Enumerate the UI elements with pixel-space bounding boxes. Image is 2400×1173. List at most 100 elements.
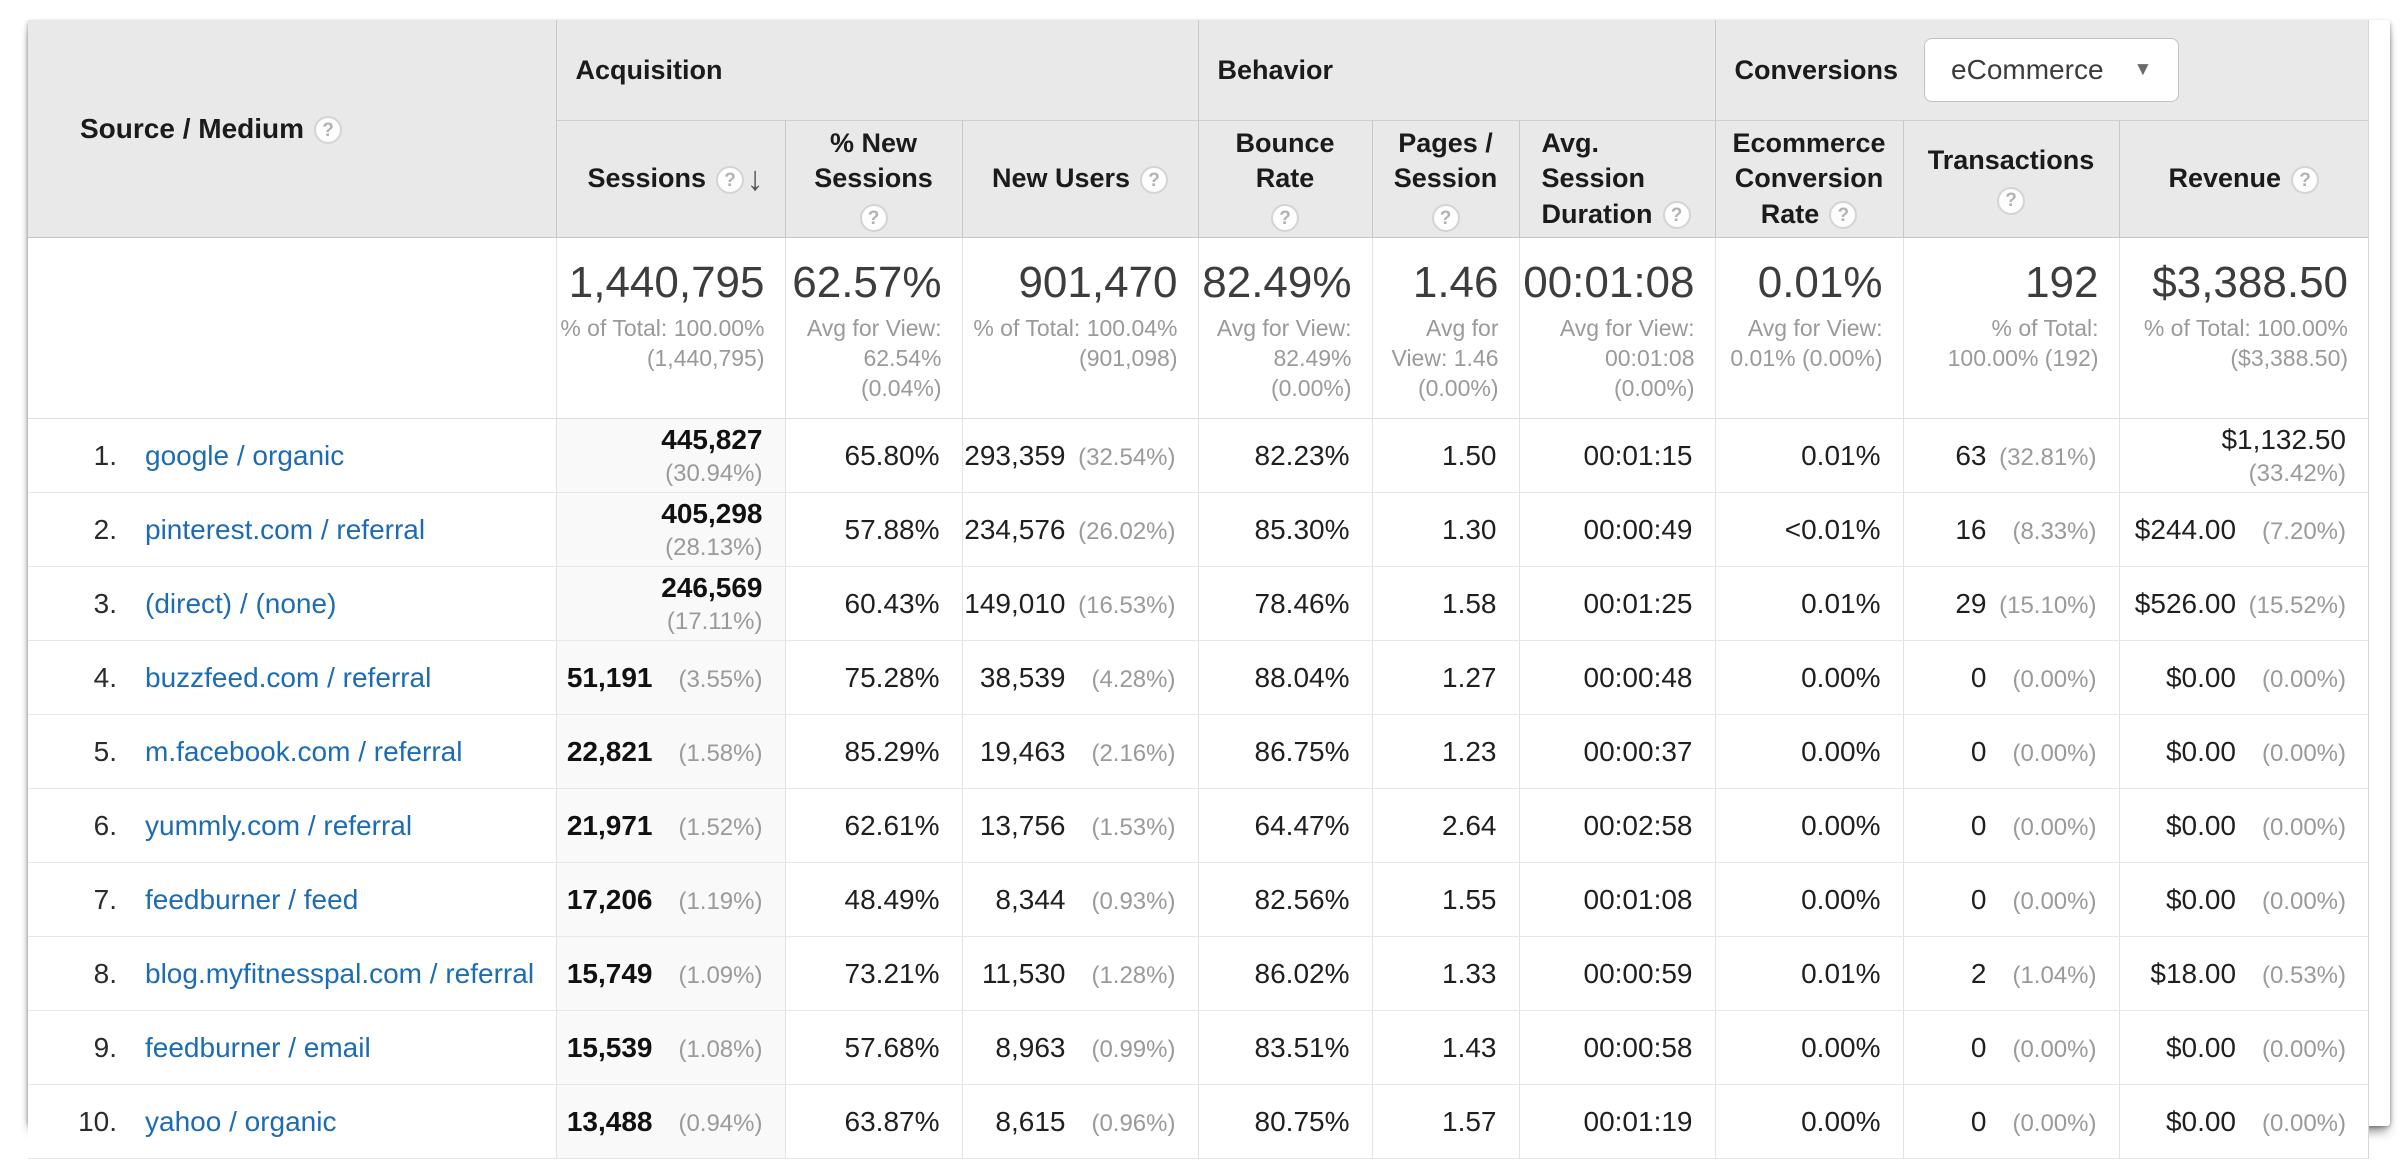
help-icon[interactable]: ? xyxy=(1431,204,1460,233)
row-rank: 9. xyxy=(93,1031,117,1063)
source-medium-link[interactable]: yummly.com / referral xyxy=(145,809,413,841)
help-icon[interactable]: ? xyxy=(1662,201,1691,230)
help-icon[interactable]: ? xyxy=(1829,201,1858,230)
new-users-value: 19,463 xyxy=(979,735,1066,767)
source-medium-link[interactable]: (direct) / (none) xyxy=(145,587,337,619)
summary-note: % of Total: 100.04% (901,098) xyxy=(973,314,1178,371)
source-cell: 4. buzzfeed.com / referral xyxy=(28,640,556,715)
summary-note: Avg for View: 62.54% (0.04%) xyxy=(806,314,942,402)
transactions-percent: (0.00%) xyxy=(2012,887,2097,915)
new-users-value: 8,615 xyxy=(995,1105,1066,1137)
new-users-percent: (16.53%) xyxy=(1078,591,1176,619)
source-cell: 2. pinterest.com / referral xyxy=(28,492,556,567)
revenue-cell: $244.00 (7.20%) xyxy=(2118,492,2369,567)
transactions-value: 0 xyxy=(1970,1105,1987,1137)
summary-revenue: $3,388.50 % of Total: 100.00% ($3,388.50… xyxy=(2118,237,2369,419)
transactions-cell: 0 (0.00%) xyxy=(1902,714,2119,789)
summary-note: Avg for View: 0.01% (0.00%) xyxy=(1730,314,1883,371)
ecommerce-conversion-rate-value: 0.00% xyxy=(1801,735,1881,767)
source-cell: 6. yummly.com / referral xyxy=(28,788,556,863)
sessions-percent: (3.55%) xyxy=(678,665,763,693)
sessions-cell: 13,488 (0.94%) xyxy=(555,1084,785,1159)
revenue-percent: (0.00%) xyxy=(2261,887,2347,915)
revenue-cell: $0.00 (0.00%) xyxy=(2118,788,2369,863)
source-medium-link[interactable]: google / organic xyxy=(145,439,345,471)
sessions-value: 15,539 xyxy=(566,1031,653,1063)
summary-pct-new-sessions: 62.57% Avg for View: 62.54% (0.04%) xyxy=(784,237,962,419)
column-header-pages-session[interactable]: Pages / Session ? xyxy=(1371,120,1519,238)
ecommerce-conversion-rate-cell: 0.00% xyxy=(1714,1010,1903,1085)
source-medium-link[interactable]: buzzfeed.com / referral xyxy=(145,661,432,693)
column-label: Pages / Session xyxy=(1393,127,1498,193)
help-icon[interactable]: ? xyxy=(1271,204,1299,233)
ecommerce-conversion-rate-value: 0.00% xyxy=(1801,1105,1881,1137)
column-header-sessions[interactable]: Sessions? ↓ xyxy=(555,120,785,238)
pct-new-sessions-cell: 57.88% xyxy=(784,492,962,567)
pages-session-cell: 1.23 xyxy=(1371,714,1519,789)
transactions-cell: 63 (32.81%) xyxy=(1902,418,2119,493)
source-medium-link[interactable]: yahoo / organic xyxy=(145,1105,337,1137)
bounce-rate-cell: 88.04% xyxy=(1197,640,1372,715)
summary-value: 62.57% xyxy=(792,258,942,307)
column-header-avg-session-duration[interactable]: Avg. Session Duration? xyxy=(1518,120,1715,238)
row-rank: 5. xyxy=(93,735,117,767)
source-medium-link[interactable]: feedburner / feed xyxy=(145,883,359,915)
column-header-revenue[interactable]: Revenue? xyxy=(2118,120,2369,238)
source-medium-link[interactable]: pinterest.com / referral xyxy=(145,513,426,545)
new-users-percent: (0.99%) xyxy=(1091,1035,1176,1063)
sessions-cell: 17,206 (1.19%) xyxy=(555,862,785,937)
conversions-goal-dropdown[interactable]: eCommerce ▼ xyxy=(1924,38,2180,102)
help-icon[interactable]: ? xyxy=(1140,166,1169,195)
bounce-rate-cell: 82.56% xyxy=(1197,862,1372,937)
revenue-percent: (0.00%) xyxy=(2261,1035,2347,1063)
ecommerce-conversion-rate-value: 0.01% xyxy=(1801,587,1881,619)
revenue-value: $18.00 xyxy=(2150,957,2237,989)
transactions-value: 29 xyxy=(1955,587,1987,619)
help-icon[interactable]: ? xyxy=(716,166,745,195)
help-icon[interactable]: ? xyxy=(314,116,343,145)
column-label: % New Sessions xyxy=(814,127,933,193)
row-rank: 4. xyxy=(93,661,117,693)
column-label: Bounce Rate xyxy=(1235,127,1335,193)
transactions-percent: (32.81%) xyxy=(1999,443,2097,471)
new-users-cell: 11,530 (1.28%) xyxy=(961,936,1198,1011)
table-row: 5. m.facebook.com / referral 22,821 (1.58… xyxy=(28,714,2369,789)
group-header-acquisition: Acquisition xyxy=(555,20,1198,121)
new-users-value: 234,576 xyxy=(964,513,1066,545)
avg-session-duration-value: 00:00:37 xyxy=(1583,735,1693,767)
column-header-new-users[interactable]: New Users? xyxy=(961,120,1198,238)
row-rank: 10. xyxy=(78,1105,117,1137)
group-header-behavior: Behavior xyxy=(1197,20,1715,121)
avg-session-duration-cell: 00:00:37 xyxy=(1518,714,1715,789)
column-label: New Users xyxy=(991,163,1131,194)
column-header-bounce-rate[interactable]: Bounce Rate ? xyxy=(1197,120,1372,238)
summary-bounce-rate: 82.49% Avg for View: 82.49% (0.00%) xyxy=(1197,237,1372,419)
revenue-cell: $18.00 (0.53%) xyxy=(2118,936,2369,1011)
transactions-value: 16 xyxy=(1955,513,1987,545)
dropdown-value: eCommerce xyxy=(1951,54,2104,85)
help-icon[interactable]: ? xyxy=(1997,186,2025,215)
new-users-cell: 19,463 (2.16%) xyxy=(961,714,1198,789)
source-cell: 7. feedburner / feed xyxy=(28,862,556,937)
pages-session-value: 2.64 xyxy=(1442,809,1497,841)
revenue-cell: $0.00 (0.00%) xyxy=(2118,640,2369,715)
table-row: 6. yummly.com / referral 21,971 (1.52%) 6… xyxy=(28,788,2369,863)
row-rank: 7. xyxy=(93,883,117,915)
revenue-cell: $526.00 (15.52%) xyxy=(2118,566,2369,641)
pages-session-cell: 1.27 xyxy=(1371,640,1519,715)
column-header-transactions[interactable]: Transactions ? xyxy=(1902,120,2119,238)
source-medium-link[interactable]: blog.myfitnesspal.com / referral xyxy=(145,957,535,989)
column-header-ecommerce-conversion-rate[interactable]: Ecommerce Conversion Rate? xyxy=(1714,120,1903,238)
summary-value: 901,470 xyxy=(1018,258,1178,307)
transactions-value: 63 xyxy=(1955,439,1987,471)
bounce-rate-value: 83.51% xyxy=(1254,1031,1350,1063)
source-medium-link[interactable]: feedburner / email xyxy=(145,1031,371,1063)
help-icon[interactable]: ? xyxy=(2291,166,2320,195)
transactions-value: 0 xyxy=(1970,883,1987,915)
summary-note: % of Total: 100.00% ($3,388.50) xyxy=(2143,314,2349,371)
source-medium-link[interactable]: m.facebook.com / referral xyxy=(145,735,463,767)
column-header-pct-new-sessions[interactable]: % New Sessions ? xyxy=(784,120,962,238)
help-icon[interactable]: ? xyxy=(859,204,888,233)
bounce-rate-value: 88.04% xyxy=(1254,661,1350,693)
column-header-source-medium[interactable]: Source / Medium? xyxy=(28,20,557,238)
